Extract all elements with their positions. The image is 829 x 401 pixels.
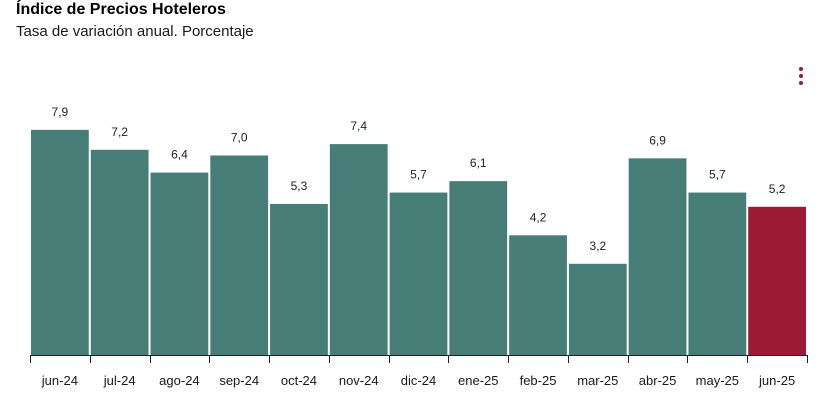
value-labels-group: 7,9 7,2 6,4 7,0 5,3 7,4 5,7 6,1 4,2 3,2 6,9 5,7 5,2 [52,105,786,253]
value-label-oct-24: 5,3 [291,179,308,193]
tick-label-abr-25: abr-25 [639,373,677,388]
bar-jul-24[interactable] [90,149,149,355]
bar-sep-24[interactable] [210,155,269,356]
value-label-feb-25: 4,2 [530,210,547,224]
tick-label-may-25: may-25 [696,373,739,388]
menu-dot [799,81,803,85]
chart-title: Índice de Precios Hoteleros [16,1,226,18]
tick-label-feb-25: feb-25 [520,373,557,388]
value-label-jun-25: 5,2 [769,182,786,196]
bar-may-25[interactable] [688,192,747,355]
value-label-sep-24: 7,0 [231,131,248,145]
tick-label-sep-24: sep-24 [219,373,259,388]
bar-abr-25[interactable] [628,158,687,355]
bar-mar-25[interactable] [568,263,627,355]
tick-label-dic-24: dic-24 [401,373,436,388]
bar-ene-25[interactable] [449,181,508,355]
value-label-jun-24: 7,9 [52,105,69,119]
value-label-abr-25: 6,9 [649,133,666,147]
value-label-nov-24: 7,4 [350,119,367,133]
x-axis [30,355,808,363]
bar-dic-24[interactable] [389,192,448,355]
tick-label-jun-24: jun-24 [41,373,78,388]
bar-feb-25[interactable] [509,235,567,355]
bars-group [31,129,806,356]
x-tick-labels-group: jun-24 jul-24 ago-24 sep-24 oct-24 nov-24 dic-… [41,373,795,388]
vertical-dots-icon[interactable] [797,66,805,86]
bar-ago-24[interactable] [150,172,209,355]
value-label-jul-24: 7,2 [111,125,128,139]
value-label-dic-24: 5,7 [410,168,427,182]
value-label-may-25: 5,7 [709,168,726,182]
chart-subtitle: Tasa de variación anual. Porcentaje [16,23,254,40]
tick-label-ene-25: ene-25 [458,373,498,388]
bar-oct-24[interactable] [270,203,328,355]
bar-nov-24[interactable] [329,144,388,355]
tick-label-oct-24: oct-24 [281,373,317,388]
menu-dot [799,74,803,78]
tick-label-ago-24: ago-24 [159,373,199,388]
value-label-ago-24: 6,4 [171,148,188,162]
bar-jun-25[interactable] [748,206,806,355]
value-label-mar-25: 3,2 [589,239,606,253]
tick-label-mar-25: mar-25 [577,373,618,388]
tick-label-jul-24: jul-24 [103,373,136,388]
tick-label-nov-24: nov-24 [339,373,379,388]
tick-label-jun-25: jun-25 [758,373,795,388]
bar-jun-24[interactable] [31,129,89,355]
value-label-ene-25: 6,1 [470,156,487,170]
menu-dot [799,67,803,71]
